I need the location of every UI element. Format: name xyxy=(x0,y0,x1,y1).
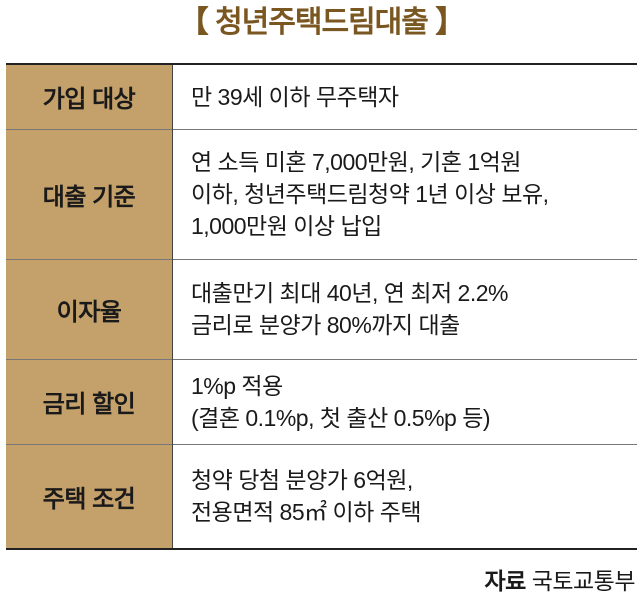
row-value: 대출만기 최대 40년, 연 최저 2.2% 금리로 분양가 80%까지 대출 xyxy=(172,258,637,359)
loan-info-table: 가입 대상 만 39세 이하 무주택자 대출 기준 연 소득 미혼 7,000만… xyxy=(6,63,637,550)
row-header: 이자율 xyxy=(6,258,173,359)
value-line: 1%p 적용 xyxy=(191,372,283,399)
value-line: 전용면적 85㎡ 이하 주택 xyxy=(191,499,422,526)
page-title: 【 청년주택드림대출 】 xyxy=(178,6,465,39)
row-value: 청약 당첨 분양가 6억원, 전용면적 85㎡ 이하 주택 xyxy=(172,443,637,549)
value-line: 1,000만원 이상 납입 xyxy=(191,213,382,239)
source-credit: 자료 국토교통부 xyxy=(484,562,635,596)
row-value: 1%p 적용 (결혼 0.1%p, 첫 출산 0.5%p 등) xyxy=(172,358,637,444)
table-row: 대출 기준 연 소득 미혼 7,000만원, 기혼 1억원 이하, 청년주택드림… xyxy=(6,128,637,259)
row-header: 가입 대상 xyxy=(6,64,173,129)
row-header: 주택 조건 xyxy=(6,443,173,549)
value-line: 청약 당첨 분양가 6억원, xyxy=(191,467,413,494)
row-header: 금리 할인 xyxy=(6,358,173,444)
source-label: 자료 xyxy=(484,568,526,594)
row-value: 연 소득 미혼 7,000만원, 기혼 1억원 이하, 청년주택드림청약 1년 … xyxy=(172,128,637,259)
value-line: 이하, 청년주택드림청약 1년 이상 보유, xyxy=(191,181,549,207)
value-line: (결혼 0.1%p, 첫 출산 0.5%p 등) xyxy=(191,404,491,431)
row-header: 대출 기준 xyxy=(6,128,173,259)
table-row: 금리 할인 1%p 적용 (결혼 0.1%p, 첫 출산 0.5%p 등) xyxy=(6,358,637,444)
value-line: 대출만기 최대 40년, 연 최저 2.2% xyxy=(191,280,508,306)
table-row: 이자율 대출만기 최대 40년, 연 최저 2.2% 금리로 분양가 80%까지… xyxy=(6,258,637,359)
table-row: 주택 조건 청약 당첨 분양가 6억원, 전용면적 85㎡ 이하 주택 xyxy=(6,443,637,549)
value-line: 금리로 분양가 80%까지 대출 xyxy=(191,312,460,338)
source-value: 국토교통부 xyxy=(531,568,636,594)
value-line: 연 소득 미혼 7,000만원, 기혼 1억원 xyxy=(191,149,521,175)
row-value: 만 39세 이하 무주택자 xyxy=(173,64,638,129)
value-line: 만 39세 이하 무주택자 xyxy=(191,83,399,110)
table-row: 가입 대상 만 39세 이하 무주택자 xyxy=(6,64,637,129)
